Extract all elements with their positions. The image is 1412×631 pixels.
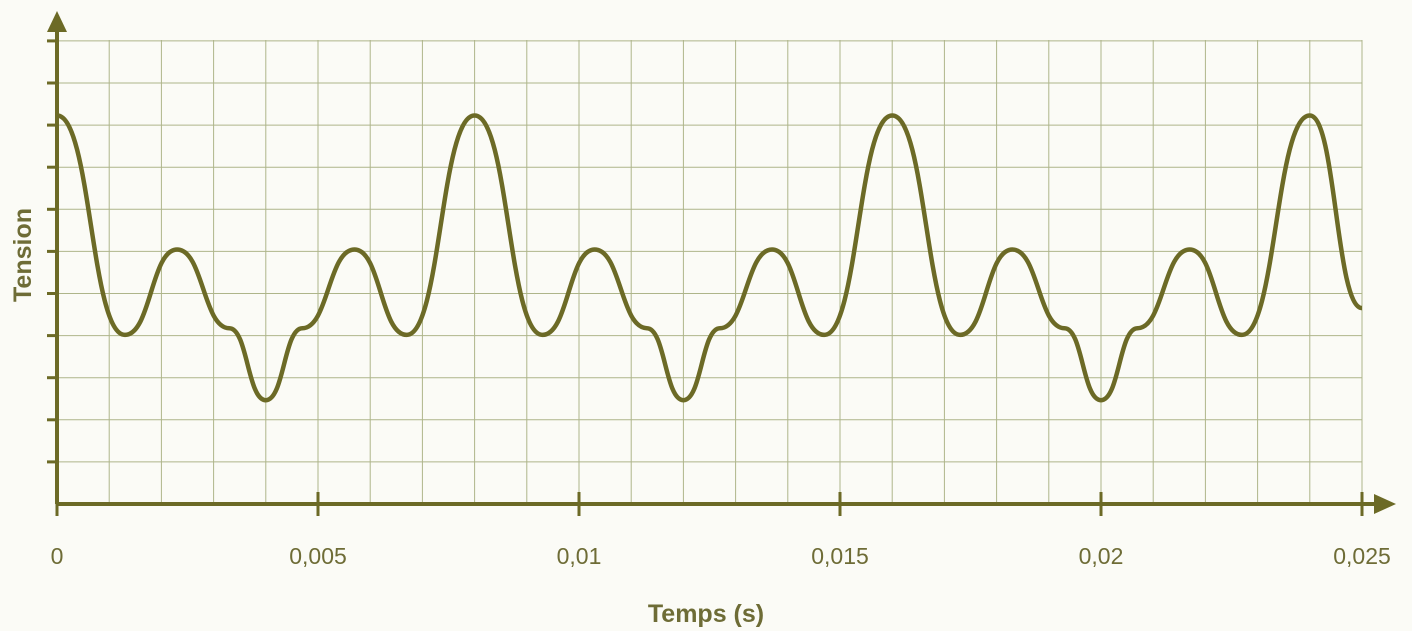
x-tick-label: 0 bbox=[51, 543, 64, 569]
x-tick-label: 0,005 bbox=[289, 543, 347, 569]
x-tick-label: 0,025 bbox=[1333, 543, 1391, 569]
axes bbox=[47, 11, 1396, 514]
x-axis-arrow bbox=[1374, 494, 1396, 514]
x-tick-label: 0,015 bbox=[811, 543, 869, 569]
x-tick-label: 0,02 bbox=[1079, 543, 1124, 569]
ticks: 0 0,005 0,01 0,015 0,02 0,025 bbox=[51, 492, 1391, 569]
x-axis-title: Temps (s) bbox=[648, 600, 764, 628]
x-tick-label: 0,01 bbox=[557, 543, 602, 569]
series-line bbox=[56, 113, 1363, 403]
grid bbox=[47, 39, 1363, 504]
series bbox=[56, 113, 1363, 403]
y-axis-arrow bbox=[47, 11, 67, 32]
y-axis-title: Tension bbox=[9, 208, 37, 302]
